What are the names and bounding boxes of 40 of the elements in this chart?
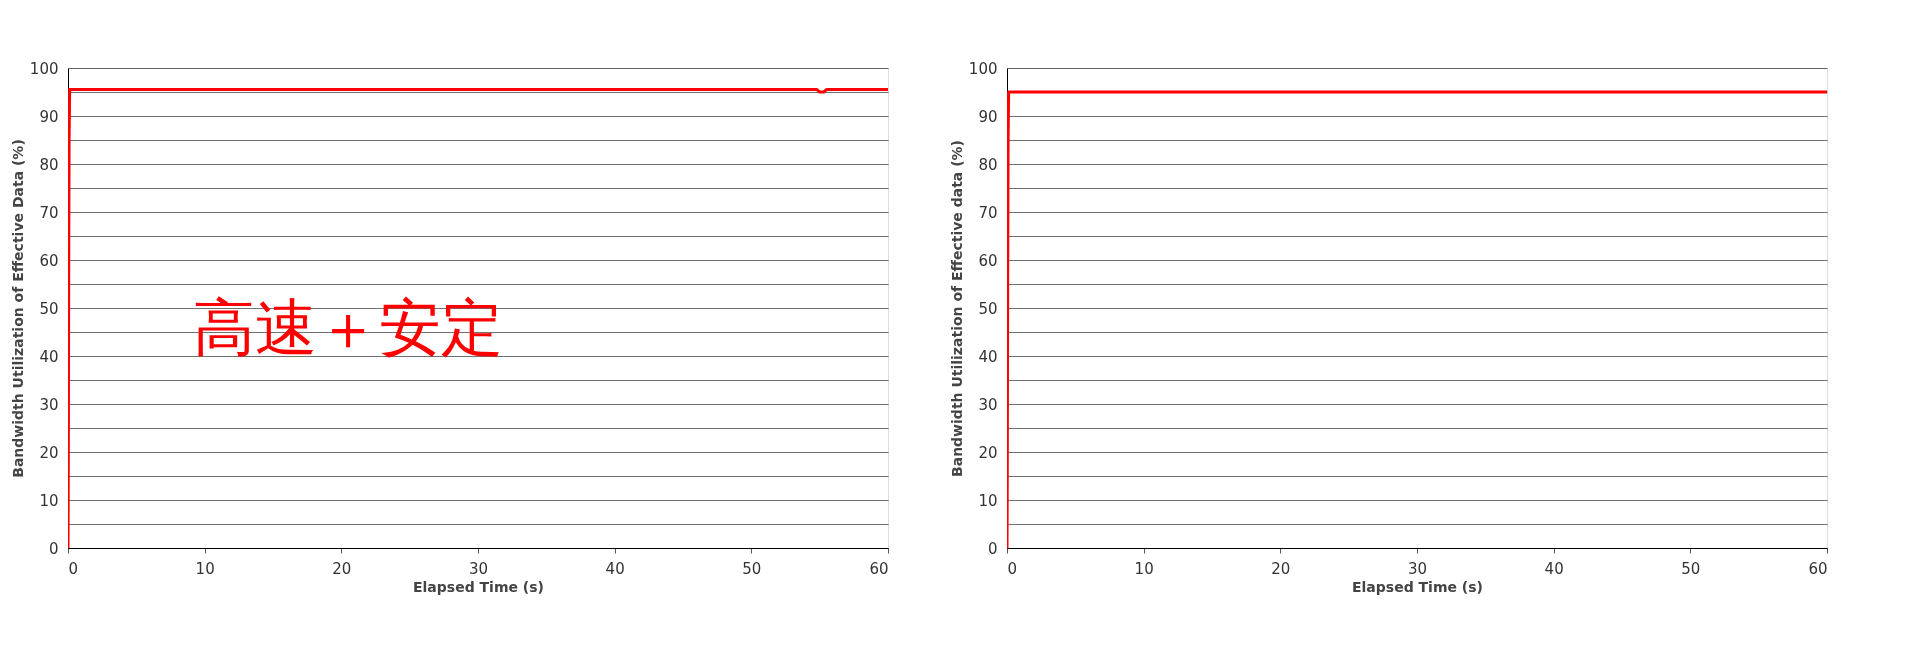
y-tick-label: 30 — [978, 395, 998, 414]
x-axis-title: Elapsed Time (s) — [1352, 578, 1483, 595]
x-tick-label: 40 — [605, 559, 625, 578]
x-tick-label: 40 — [1544, 559, 1564, 578]
x-tick-label: 20 — [1271, 559, 1291, 578]
y-tick-label: 100 — [968, 59, 998, 78]
y-tick-label: 80 — [978, 155, 998, 174]
x-tick-label: 60 — [1808, 559, 1828, 578]
y-tick-label: 20 — [978, 443, 998, 462]
y-tick-label: 0 — [48, 539, 59, 558]
x-tick-label: 30 — [1407, 559, 1428, 578]
y-tick-label: 10 — [978, 491, 998, 510]
y-tick-label: 80 — [39, 155, 59, 174]
y-tick-label: 50 — [39, 299, 59, 318]
x-tick-label: 10 — [195, 559, 215, 578]
x-tick-label: 0 — [68, 559, 79, 578]
y-axis-title: Bandwidth Utilization of Effective data (%) — [948, 140, 965, 477]
y-tick-label: 40 — [39, 347, 59, 366]
y-axis-title: Bandwidth Utilization of Effective Data (%) — [9, 139, 26, 478]
y-tick-label: 40 — [978, 347, 998, 366]
y-tick-label: 70 — [978, 203, 998, 222]
y-tick-label: 90 — [978, 107, 998, 126]
x-tick-label: 60 — [869, 559, 889, 578]
y-tick-label: 0 — [987, 539, 998, 558]
y-tick-label: 10 — [39, 491, 59, 510]
y-tick-label: 60 — [39, 251, 59, 270]
y-tick-label: 20 — [39, 443, 59, 462]
x-tick-label: 0 — [1007, 559, 1018, 578]
y-tick-label: 100 — [29, 59, 59, 78]
y-tick-label: 70 — [39, 203, 59, 222]
x-tick-label: 50 — [1681, 559, 1701, 578]
y-tick-label: 90 — [39, 107, 59, 126]
y-tick-label: 30 — [39, 395, 59, 414]
y-tick-label: 50 — [978, 299, 998, 318]
x-tick-label: 50 — [742, 559, 762, 578]
x-tick-label: 30 — [468, 559, 489, 578]
x-tick-label: 20 — [332, 559, 352, 578]
x-axis-title: Elapsed Time (s) — [413, 578, 544, 595]
y-tick-label: 60 — [978, 251, 998, 270]
x-tick-label: 10 — [1134, 559, 1154, 578]
